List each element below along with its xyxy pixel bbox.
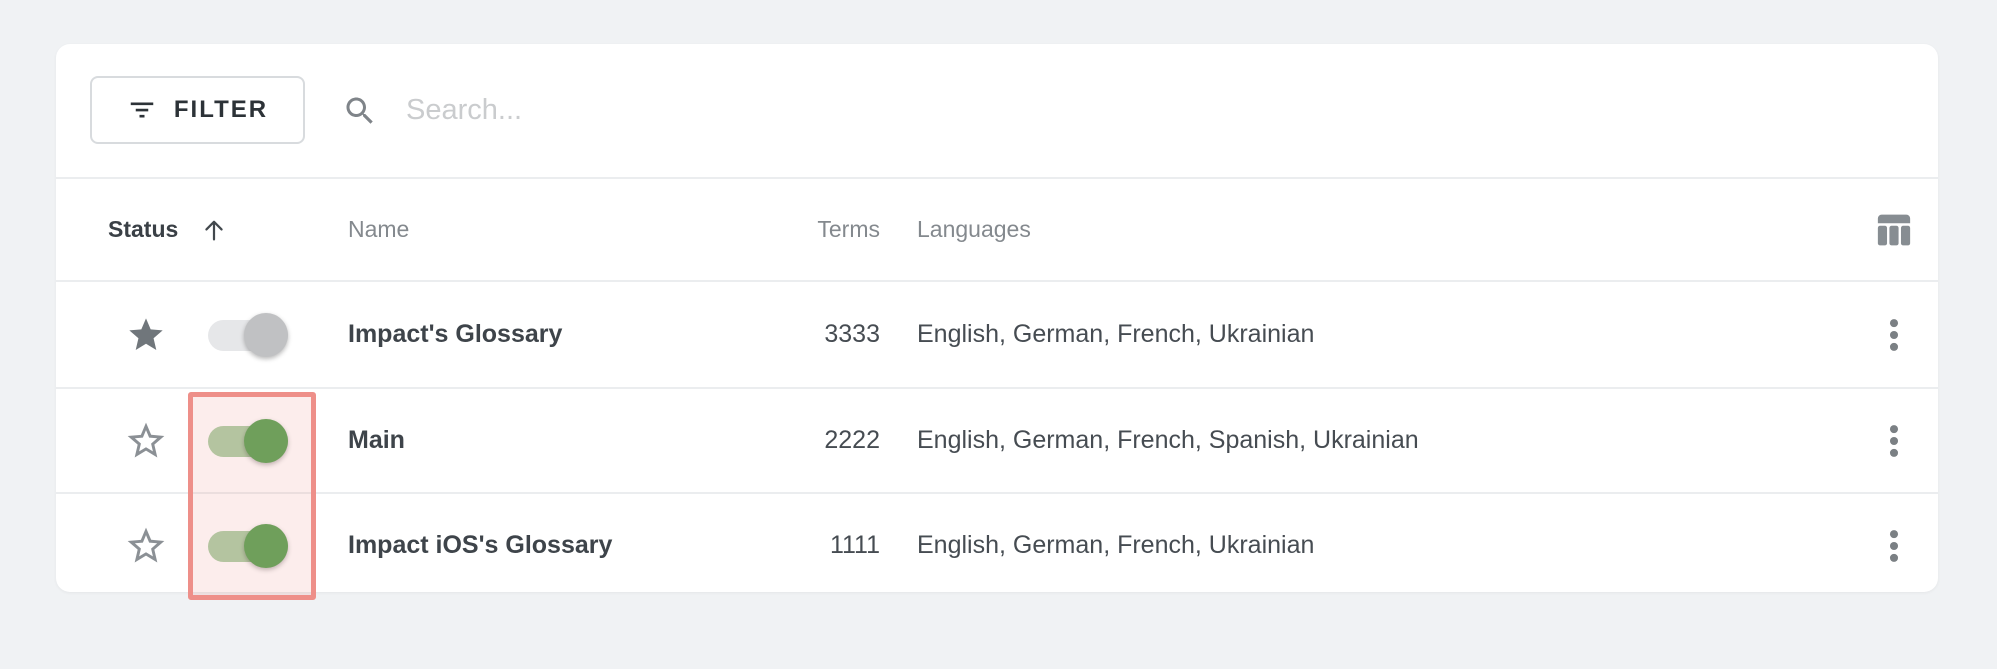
favorite-star-button[interactable] <box>122 389 170 492</box>
column-header-terms[interactable]: Terms <box>817 216 880 242</box>
terms-count: 2222 <box>824 426 880 454</box>
star-filled-icon <box>126 315 166 355</box>
view-columns-icon <box>1872 208 1916 252</box>
filter-button-label: FILTER <box>173 96 269 123</box>
filter-list-icon <box>127 95 157 125</box>
column-header-languages[interactable]: Languages <box>917 216 1031 242</box>
table-row[interactable]: Main 2222 English, German, French, Spani… <box>56 387 1938 492</box>
glossary-name: Main <box>348 426 405 454</box>
terms-count: 3333 <box>824 320 880 348</box>
favorite-star-button[interactable] <box>122 282 170 387</box>
column-settings-button[interactable] <box>1864 179 1924 280</box>
kebab-menu-icon <box>1889 318 1899 351</box>
status-toggle[interactable] <box>208 312 288 357</box>
star-outline-icon <box>124 419 168 463</box>
languages-list: English, German, French, Ukrainian <box>917 320 1315 348</box>
column-header-name[interactable]: Name <box>348 216 410 242</box>
glossaries-card: FILTER Status Name Terms Languages <box>56 44 1938 600</box>
glossary-name: Impact's Glossary <box>348 320 563 348</box>
languages-list: English, German, French, Ukrainian <box>917 531 1315 559</box>
terms-count: 1111 <box>829 531 880 559</box>
column-header-status[interactable]: Status <box>108 179 228 280</box>
kebab-menu-icon <box>1889 529 1899 562</box>
search-input[interactable] <box>404 93 1228 128</box>
table-row[interactable]: Impact iOS's Glossary 1111 English, Germ… <box>56 492 1938 597</box>
languages-list: English, German, French, Spanish, Ukrain… <box>917 426 1419 454</box>
glossary-name: Impact iOS's Glossary <box>348 531 613 559</box>
row-menu-button[interactable] <box>1871 418 1917 464</box>
toggle-knob <box>244 312 288 357</box>
filter-button[interactable]: FILTER <box>90 76 305 144</box>
status-toggle[interactable] <box>208 418 288 463</box>
toggle-knob <box>244 418 288 463</box>
table-header: Status Name Terms Languages <box>56 177 1938 282</box>
status-toggle[interactable] <box>208 523 288 568</box>
sort-ascending-arrow-icon <box>200 216 228 244</box>
favorite-star-button[interactable] <box>122 494 170 597</box>
search-icon <box>342 93 378 129</box>
kebab-menu-icon <box>1889 424 1899 457</box>
row-menu-button[interactable] <box>1871 312 1917 358</box>
toolbar: FILTER <box>56 44 1938 177</box>
row-menu-button[interactable] <box>1871 523 1917 569</box>
star-outline-icon <box>124 524 168 568</box>
toggle-knob <box>244 523 288 568</box>
search-bar <box>342 44 1228 177</box>
table-row[interactable]: Impact's Glossary 3333 English, German, … <box>56 282 1938 387</box>
